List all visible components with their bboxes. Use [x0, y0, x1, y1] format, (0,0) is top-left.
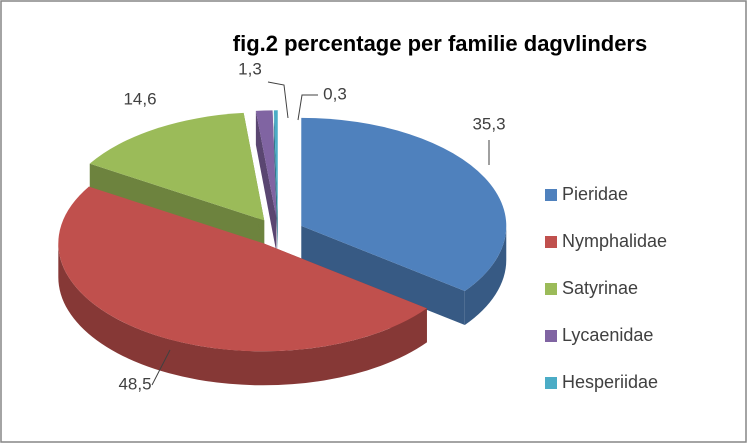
- slice-side: [464, 225, 507, 326]
- data-label: 0,3: [323, 84, 347, 103]
- legend-swatch: [545, 283, 557, 295]
- slice: [301, 117, 507, 292]
- legend-label: Nymphalidae: [562, 231, 667, 251]
- data-label: 35,3: [472, 114, 505, 133]
- legend-label: Satyrinae: [562, 278, 638, 298]
- data-label: 48,5: [118, 374, 151, 393]
- slice-side: [58, 243, 427, 386]
- slice: [58, 186, 427, 352]
- legend-swatch: [545, 377, 557, 389]
- legend-label: Lycaenidae: [562, 325, 653, 345]
- leader-line: [151, 349, 171, 386]
- legend-swatch: [545, 330, 557, 342]
- slice-edge: [273, 110, 278, 253]
- legend-swatch: [545, 189, 557, 201]
- data-label: 1,3: [238, 59, 262, 78]
- slice-edge: [255, 110, 277, 253]
- slice: [89, 112, 265, 221]
- legend-swatch: [545, 236, 557, 248]
- slice: [273, 110, 278, 219]
- legend-label: Hesperiidae: [562, 372, 658, 392]
- slice-edge: [301, 225, 465, 326]
- leader-line: [267, 81, 289, 119]
- data-label: 14,6: [123, 89, 156, 108]
- legend-label: Pieridae: [562, 184, 628, 204]
- slice: [255, 110, 277, 219]
- leader-line: [297, 94, 318, 121]
- chart-title: fig.2 percentage per familie dagvlinders: [233, 31, 647, 56]
